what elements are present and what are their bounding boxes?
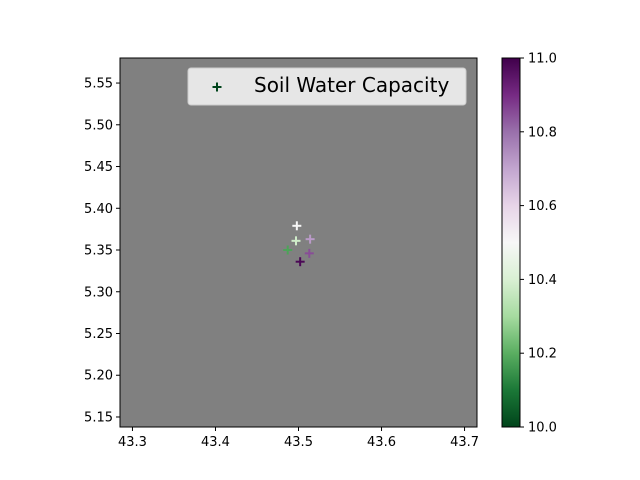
data-point (291, 236, 301, 246)
y-tick-label: 5.30 (84, 285, 113, 300)
colorbar-tick-label: 11.0 (528, 52, 557, 67)
y-tick-label: 5.25 (84, 327, 113, 342)
colorbar-tick-label: 10.6 (528, 199, 557, 214)
colorbar (501, 57, 521, 428)
y-tick-label: 5.35 (84, 244, 113, 259)
y-axis: 5.15 5.20 5.25 5.30 5.35 5.40 5.45 5.50 5.55 (84, 77, 120, 425)
data-point (304, 248, 314, 258)
y-tick-label: 5.15 (84, 410, 113, 425)
x-tick-label: 43.7 (450, 435, 479, 450)
y-tick-label: 5.20 (84, 369, 113, 384)
data-point (283, 245, 293, 255)
colorbar-tick-label: 10.2 (528, 347, 557, 362)
data-point (292, 221, 302, 231)
scatter-points (283, 221, 315, 267)
legend-marker-plus (212, 82, 222, 92)
x-tick-label: 43.4 (201, 435, 230, 450)
x-tick-label: 43.5 (284, 435, 313, 450)
legend-marker (212, 82, 222, 92)
x-tick-label: 43.6 (367, 435, 396, 450)
colorbar-axis: 10.0 10.2 10.4 10.6 10.8 11.0 (520, 52, 557, 436)
legend-label: Soil Water Capacity (254, 73, 449, 97)
legend-box (187, 67, 467, 106)
x-axis: 43.3 43.4 43.5 43.6 43.7 (118, 427, 479, 450)
plot-area (119, 57, 478, 428)
data-point (305, 234, 315, 244)
y-tick-label: 5.45 (84, 160, 113, 175)
colorbar-tick-label: 10.8 (528, 125, 557, 140)
colorbar-tick-label: 10.4 (528, 273, 557, 288)
legend: Soil Water Capacity (187, 67, 467, 106)
y-tick-label: 5.50 (84, 118, 113, 133)
x-tick-label: 43.3 (118, 435, 147, 450)
colorbar-tick-label: 10.0 (528, 421, 557, 436)
data-point (295, 257, 305, 267)
y-tick-label: 5.40 (84, 202, 113, 217)
y-tick-label: 5.55 (84, 77, 113, 92)
